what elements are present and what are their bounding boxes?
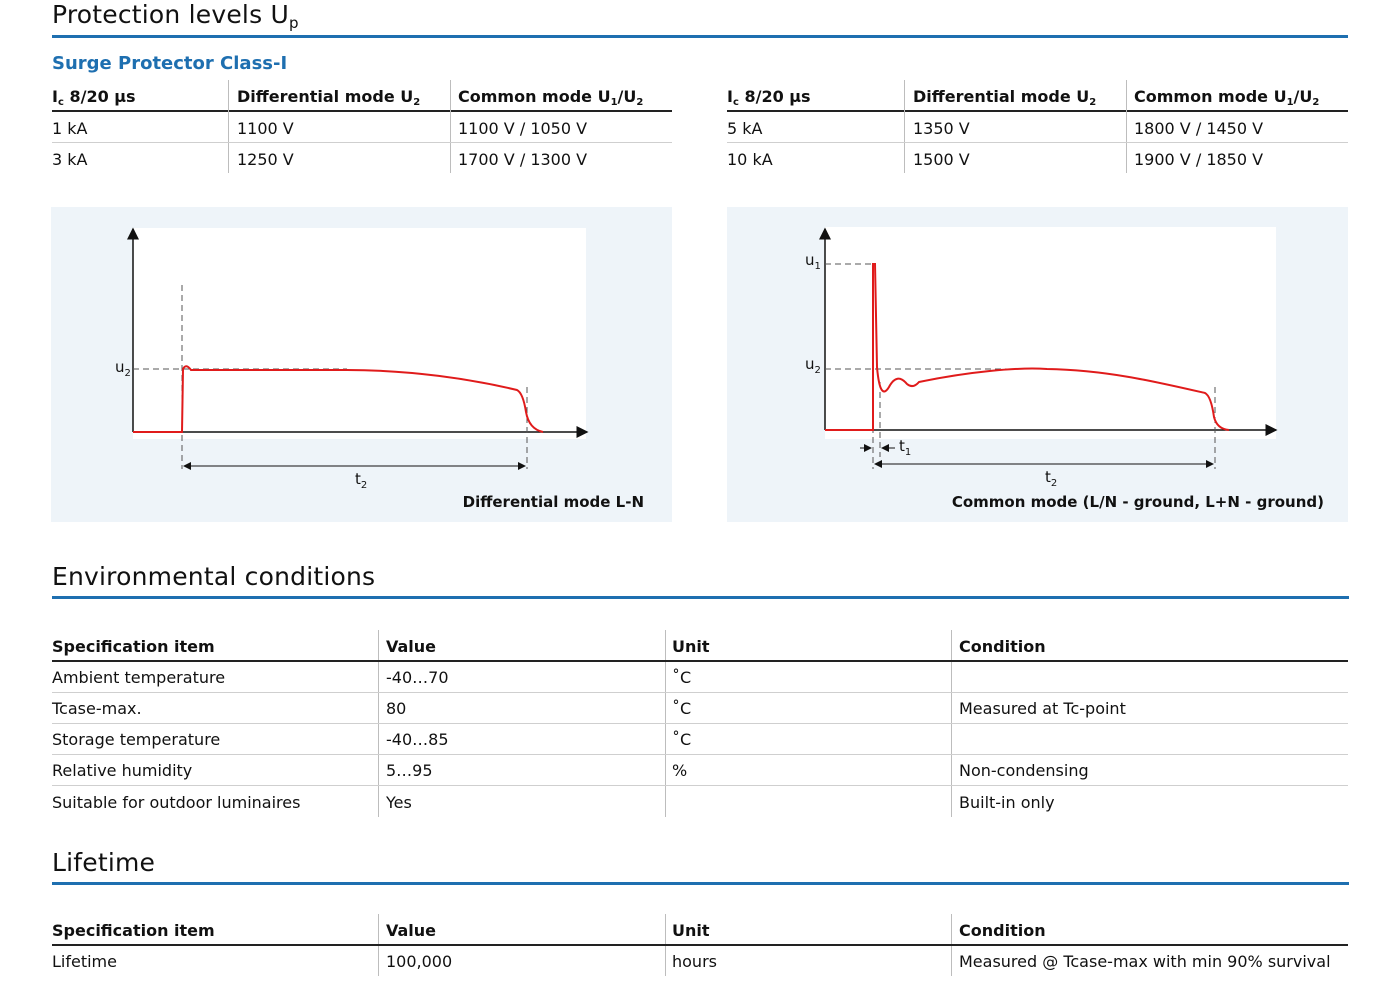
subsection-title-surge-protector: Surge Protector Class-I	[52, 53, 288, 74]
cell-unit: ˚C	[672, 699, 692, 718]
cell-item: Suitable for outdoor luminaires	[52, 793, 301, 812]
column-divider	[450, 80, 451, 173]
row-divider	[52, 754, 1348, 755]
header-condition: Condition	[959, 637, 1046, 656]
cell-value: Yes	[386, 793, 412, 812]
header-underline	[52, 944, 1348, 946]
section-title-lifetime: Lifetime	[52, 848, 156, 877]
cell-ic: 5 kA	[727, 119, 763, 138]
cell-common: 1100 V / 1050 V	[458, 119, 588, 138]
cell-unit: ˚C	[672, 668, 692, 687]
plot-area	[825, 227, 1276, 439]
cell-common: 1700 V / 1300 V	[458, 150, 588, 169]
row-divider	[727, 142, 1348, 143]
cell-value: 80	[386, 699, 407, 718]
cell-unit: ˚C	[672, 730, 692, 749]
cell-condition: Measured @ Tcase-max with min 90% surviv…	[959, 952, 1331, 971]
cell-common: 1900 V / 1850 V	[1134, 150, 1264, 169]
header-ic: Ic 8/20 µs	[727, 87, 811, 108]
cell-ic: 10 kA	[727, 150, 773, 169]
cell-ic: 3 kA	[52, 150, 88, 169]
header-unit: Unit	[672, 921, 710, 940]
u1-label: u1	[805, 251, 821, 272]
cell-value: 5…95	[386, 761, 433, 780]
waveform-differential-svg: u2 t2	[115, 227, 589, 491]
u2-label: u2	[115, 358, 131, 379]
header-underline	[52, 660, 1348, 662]
section-title-environmental: Environmental conditions	[52, 562, 376, 591]
cell-diff: 1100 V	[237, 119, 294, 138]
row-divider	[52, 785, 1348, 786]
cell-value: -40…70	[386, 668, 449, 687]
cell-item: Relative humidity	[52, 761, 193, 780]
cell-diff: 1500 V	[913, 150, 970, 169]
header-common-mode: Common mode U1/U2	[1134, 87, 1320, 108]
cell-diff: 1350 V	[913, 119, 970, 138]
cell-unit: hours	[672, 952, 717, 971]
common-waveform	[825, 263, 1230, 431]
header-ic: Ic 8/20 µs	[52, 87, 136, 108]
header-spec-item: Specification item	[52, 921, 215, 940]
cell-item: Storage temperature	[52, 730, 221, 749]
header-underline	[52, 110, 672, 112]
column-divider	[904, 80, 905, 173]
plot-area	[133, 228, 586, 439]
section-rule	[52, 882, 1349, 885]
row-divider	[52, 692, 1348, 693]
section-title-protection: Protection levels Up	[52, 0, 299, 32]
differential-waveform	[133, 365, 544, 433]
row-divider	[52, 142, 672, 143]
header-unit: Unit	[672, 637, 710, 656]
header-spec-item: Specification item	[52, 637, 215, 656]
diagram-common-mode: u1 u2 t1 t2 Common mode (L/N - ground, L…	[727, 207, 1348, 522]
u2-label: u2	[805, 355, 821, 376]
t1-label: t1	[899, 437, 911, 458]
section-rule	[52, 35, 1348, 38]
header-condition: Condition	[959, 921, 1046, 940]
header-differential-mode: Differential mode U2	[913, 87, 1097, 108]
cell-condition: Measured at Tc-point	[959, 699, 1126, 718]
t2-label: t2	[1045, 468, 1057, 489]
cell-item: Ambient temperature	[52, 668, 226, 687]
row-divider	[52, 723, 1348, 724]
cell-condition: Non-condensing	[959, 761, 1089, 780]
t2-label: t2	[355, 470, 367, 491]
section-rule	[52, 596, 1349, 599]
cell-ic: 1 kA	[52, 119, 88, 138]
diagram-caption: Common mode (L/N - ground, L+N - ground)	[951, 493, 1324, 511]
column-divider	[1126, 80, 1127, 173]
cell-item: Tcase-max.	[52, 699, 142, 718]
cell-common: 1800 V / 1450 V	[1134, 119, 1264, 138]
cell-unit: %	[672, 761, 688, 780]
cell-value: 100,000	[386, 952, 453, 971]
cell-diff: 1250 V	[237, 150, 294, 169]
cell-item: Lifetime	[52, 952, 117, 971]
column-divider	[228, 80, 229, 173]
header-value: Value	[386, 921, 437, 940]
cell-condition: Built-in only	[959, 793, 1055, 812]
cell-value: -40…85	[386, 730, 449, 749]
header-underline	[727, 110, 1348, 112]
header-common-mode: Common mode U1/U2	[458, 87, 644, 108]
header-differential-mode: Differential mode U2	[237, 87, 421, 108]
diagram-differential-mode: u2 t2 Differential mode L-N	[51, 207, 672, 522]
header-value: Value	[386, 637, 437, 656]
waveform-common-svg: u1 u2 t1 t2	[805, 227, 1278, 489]
diagram-caption: Differential mode L-N	[462, 493, 644, 511]
